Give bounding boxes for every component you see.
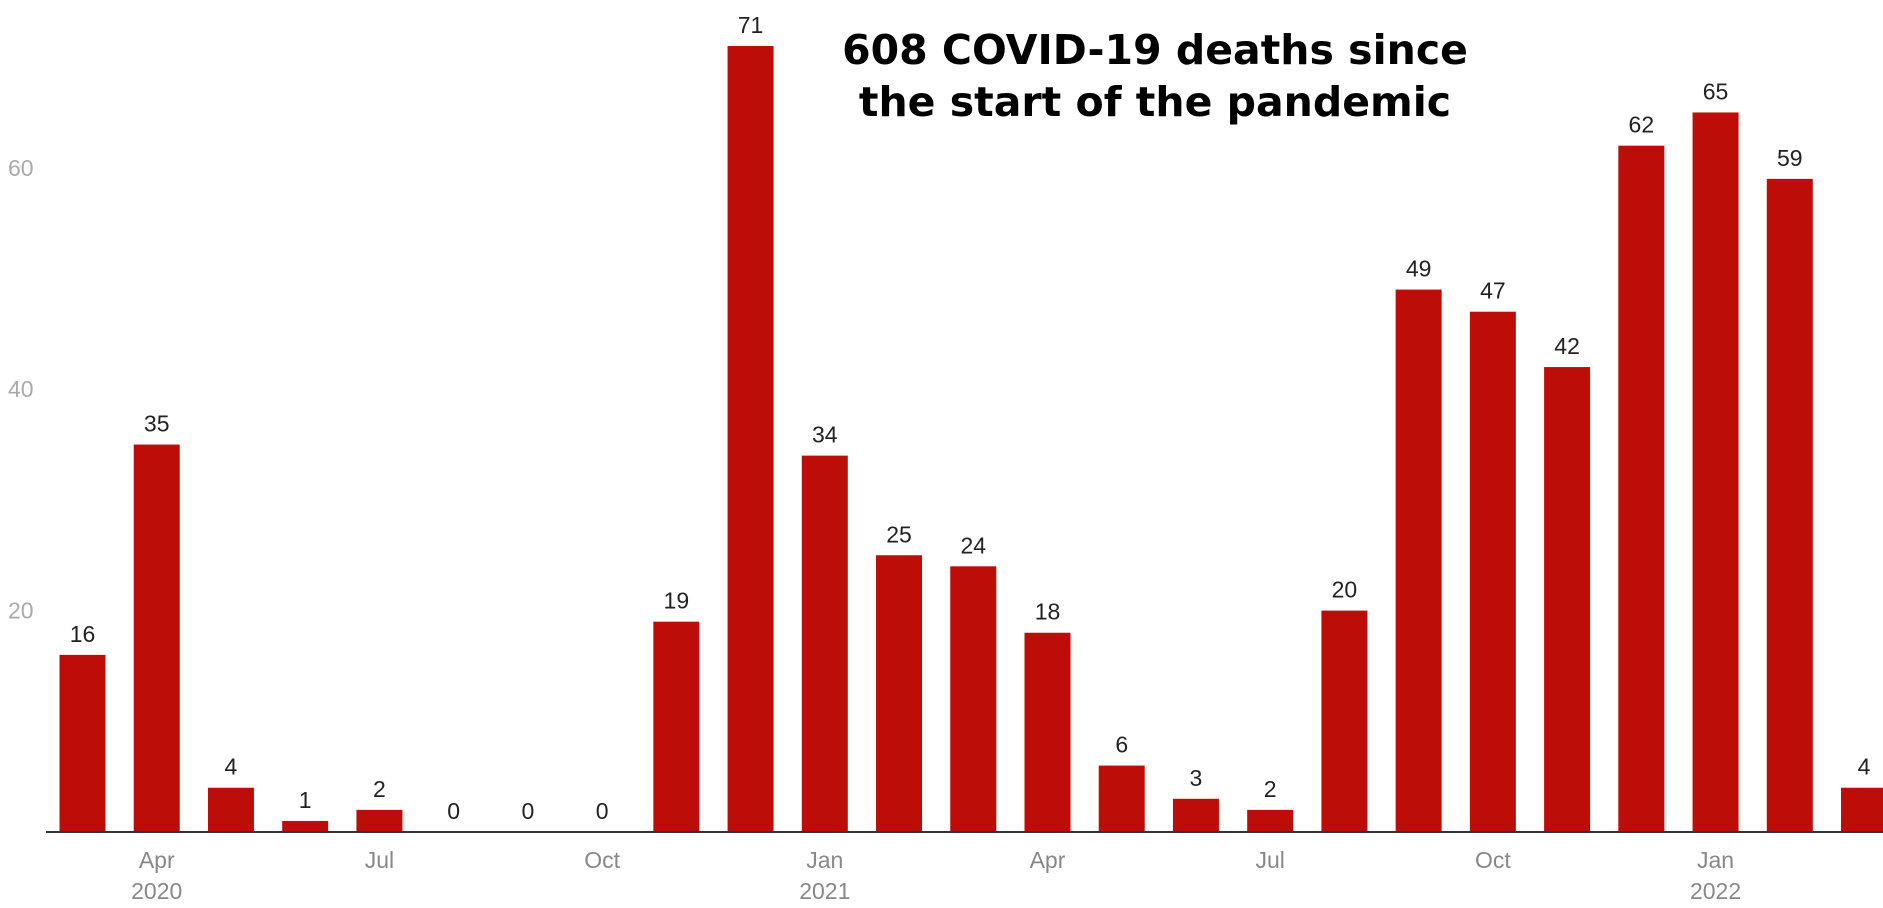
bars-group bbox=[59, 46, 1883, 833]
data-label-2020-11: 19 bbox=[664, 588, 690, 614]
bar-2020-11 bbox=[653, 621, 700, 832]
bar-2021-03 bbox=[950, 566, 997, 832]
x-tick-month: Apr bbox=[1030, 847, 1066, 873]
x-tick-month: Apr bbox=[139, 847, 175, 873]
bar-2022-01 bbox=[1692, 112, 1739, 832]
data-label-2020-09: 0 bbox=[521, 798, 534, 824]
x-tick-year: 2021 bbox=[799, 878, 850, 904]
bar-2020-05 bbox=[207, 787, 254, 832]
bar-2020-04 bbox=[133, 444, 180, 832]
x-tick-month: Oct bbox=[584, 847, 620, 873]
y-tick-label: 60 bbox=[8, 155, 34, 181]
bar-2021-12 bbox=[1618, 145, 1665, 832]
data-label-2021-08: 20 bbox=[1332, 577, 1358, 603]
data-label-2020-12: 71 bbox=[738, 12, 764, 38]
y-tick-label: 40 bbox=[8, 376, 34, 402]
data-label-2021-05: 6 bbox=[1115, 732, 1128, 758]
bar-2020-06 bbox=[282, 820, 329, 832]
x-tick-month: Oct bbox=[1475, 847, 1511, 873]
bar-2021-09 bbox=[1395, 289, 1442, 832]
bar-2022-03 bbox=[1841, 787, 1883, 832]
x-tick-year: 2022 bbox=[1690, 878, 1741, 904]
data-label-2020-07: 2 bbox=[373, 776, 386, 802]
bar-2020-03 bbox=[59, 654, 106, 832]
data-label-2021-12: 62 bbox=[1629, 112, 1655, 138]
x-tick-month: Jan bbox=[806, 847, 843, 873]
bar-2021-04 bbox=[1024, 632, 1071, 832]
data-label-2022-02: 59 bbox=[1777, 145, 1803, 171]
y-tick-label: 20 bbox=[8, 598, 34, 624]
data-label-2021-02: 25 bbox=[886, 521, 912, 547]
data-label-2022-03: 4 bbox=[1858, 754, 1871, 780]
bar-2020-07 bbox=[356, 809, 403, 832]
bar-2021-06 bbox=[1172, 798, 1219, 832]
data-label-2021-09: 49 bbox=[1406, 256, 1432, 282]
bar-2021-08 bbox=[1321, 610, 1368, 832]
bar-2021-01 bbox=[801, 455, 848, 832]
data-label-2021-11: 42 bbox=[1554, 333, 1580, 359]
data-label-2020-06: 1 bbox=[299, 787, 312, 813]
data-label-2020-03: 16 bbox=[70, 621, 96, 647]
bar-2021-11 bbox=[1544, 367, 1591, 832]
bar-2022-02 bbox=[1766, 178, 1813, 832]
y-axis-ticks: 20 40 60 bbox=[8, 155, 34, 624]
data-label-2020-08: 0 bbox=[447, 798, 460, 824]
data-label-2020-04: 35 bbox=[144, 411, 170, 437]
bar-2021-10 bbox=[1469, 311, 1516, 833]
bar-2021-02 bbox=[876, 555, 923, 832]
x-tick-month: Jan bbox=[1697, 847, 1734, 873]
x-tick-month: Jul bbox=[1255, 847, 1284, 873]
data-label-2021-07: 2 bbox=[1264, 776, 1277, 802]
x-tick-year: 2020 bbox=[131, 878, 182, 904]
x-tick-month: Jul bbox=[365, 847, 394, 873]
bar-2021-05 bbox=[1098, 765, 1145, 832]
bar-2020-12 bbox=[727, 46, 774, 832]
chart-title: 608 COVID-19 deaths since the start of t… bbox=[842, 26, 1468, 126]
data-label-2022-01: 65 bbox=[1703, 78, 1729, 104]
bar-2021-07 bbox=[1247, 809, 1294, 832]
data-label-2021-10: 47 bbox=[1480, 278, 1506, 304]
x-axis-ticks: Apr 2020 Jul Oct Jan 2021 Apr Jul Oct Jan 2022 bbox=[131, 847, 1741, 904]
data-label-2021-01: 34 bbox=[812, 422, 838, 448]
data-label-2021-06: 3 bbox=[1190, 765, 1203, 791]
data-label-2020-10: 0 bbox=[596, 798, 609, 824]
data-label-2021-03: 24 bbox=[960, 532, 986, 558]
data-label-2021-04: 18 bbox=[1035, 599, 1061, 625]
data-label-2020-05: 4 bbox=[225, 754, 238, 780]
